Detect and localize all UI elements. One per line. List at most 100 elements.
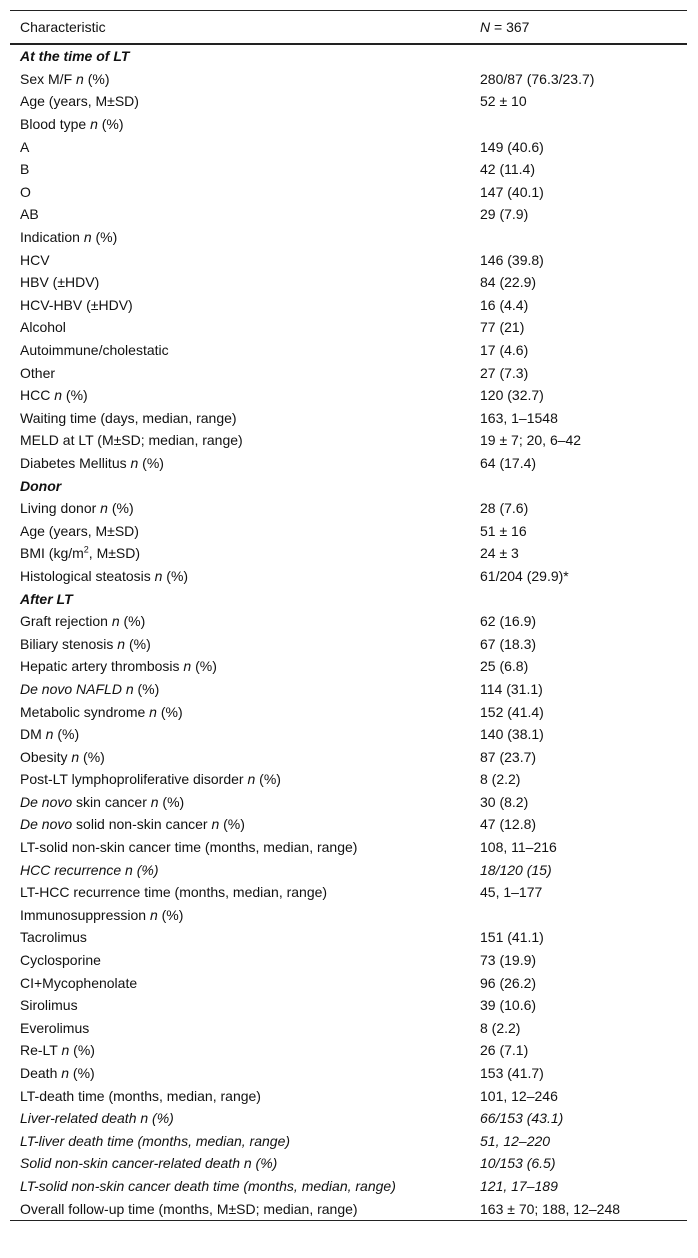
text-segment: 45, 1–177 bbox=[480, 884, 543, 901]
text-segment: CI+Mycophenolate bbox=[20, 974, 138, 991]
text-segment: Autoimmune/cholestatic bbox=[20, 342, 169, 359]
text-segment: Liver-related death n (%) bbox=[20, 1110, 174, 1127]
row-label: LT-liver death time (months, median, ran… bbox=[10, 1133, 480, 1149]
table-row: Blood type n (%) bbox=[10, 113, 687, 136]
row-value: 61/204 (29.9)* bbox=[480, 568, 687, 584]
row-label: Everolimus bbox=[10, 1020, 480, 1036]
text-segment: (%) bbox=[119, 613, 146, 630]
table-body: At the time of LT Sex M/F n (%) 280/87 (76… bbox=[10, 45, 687, 1220]
row-value: 16 (4.4) bbox=[480, 297, 687, 313]
row-label: De novo solid non-skin cancer n (%) bbox=[10, 816, 480, 832]
text-segment: Tacrolimus bbox=[20, 929, 87, 946]
text-segment: Immunosuppression bbox=[20, 906, 150, 923]
text-segment: AB bbox=[20, 206, 39, 223]
table-row: CI+Mycophenolate 96 (26.2) bbox=[10, 971, 687, 994]
text-segment: 47 (12.8) bbox=[480, 816, 537, 833]
table-row: Metabolic syndrome n (%) 152 (41.4) bbox=[10, 700, 687, 723]
text-segment: 121, 17–189 bbox=[480, 1177, 558, 1194]
text-segment: n bbox=[111, 613, 120, 630]
row-label: Histological steatosis n (%) bbox=[10, 568, 480, 584]
row-value: 42 (11.4) bbox=[480, 161, 687, 177]
text-segment: n bbox=[76, 70, 84, 87]
text-segment: 147 (40.1) bbox=[480, 183, 544, 200]
text-segment: O bbox=[20, 183, 31, 200]
row-value: 8 (2.2) bbox=[480, 1020, 687, 1036]
row-label: B bbox=[10, 161, 480, 177]
row-label: LT-solid non-skin cancer death time (mon… bbox=[10, 1178, 480, 1194]
row-value: 84 (22.9) bbox=[480, 274, 687, 290]
row-label: HCC recurrence n (%) bbox=[10, 862, 480, 878]
row-value: 67 (18.3) bbox=[480, 636, 687, 652]
text-segment: Age (years, M±SD) bbox=[20, 522, 139, 539]
text-segment: B bbox=[20, 161, 30, 178]
text-segment: 18/120 (15) bbox=[480, 861, 552, 878]
text-segment: (%) bbox=[157, 906, 184, 923]
row-value: 66/153 (43.1) bbox=[480, 1110, 687, 1126]
text-segment: 30 (8.2) bbox=[480, 793, 529, 810]
text-segment: n bbox=[100, 500, 108, 517]
table-header: Characteristic N = 367 bbox=[10, 11, 687, 45]
text-segment: 61/204 (29.9)* bbox=[480, 567, 569, 584]
row-value: 18/120 (15) bbox=[480, 862, 687, 878]
text-segment: 73 (19.9) bbox=[480, 952, 537, 969]
row-label: LT-solid non-skin cancer time (months, m… bbox=[10, 839, 480, 855]
text-segment: (%) bbox=[69, 1042, 95, 1059]
text-segment: DM bbox=[20, 726, 46, 743]
table-row: B 42 (11.4) bbox=[10, 158, 687, 181]
text-segment: (%) bbox=[255, 771, 281, 788]
row-label: Graft rejection n (%) bbox=[10, 613, 480, 629]
text-segment: 280/87 (76.3/23.7) bbox=[480, 70, 595, 87]
table-row: BMI (kg/m2, M±SD) 24 ± 3 bbox=[10, 542, 687, 565]
row-value: 77 (21) bbox=[480, 319, 687, 335]
table-row: Sex M/F n (%) 280/87 (76.3/23.7) bbox=[10, 68, 687, 91]
row-label: HCC n (%) bbox=[10, 387, 480, 403]
row-label: Age (years, M±SD) bbox=[10, 93, 480, 109]
table-row: Autoimmune/cholestatic 17 (4.6) bbox=[10, 339, 687, 362]
row-label: Living donor n (%) bbox=[10, 500, 480, 516]
text-segment: MELD at LT (M±SD; median, range) bbox=[20, 432, 243, 449]
text-segment: n bbox=[61, 1042, 70, 1059]
text-segment: Cyclosporine bbox=[20, 952, 101, 969]
text-segment: (%) bbox=[91, 229, 118, 246]
row-value: 29 (7.9) bbox=[480, 206, 687, 222]
row-label: Solid non-skin cancer-related death n (%… bbox=[10, 1155, 480, 1171]
table-row: A 149 (40.6) bbox=[10, 135, 687, 158]
row-label: De novo NAFLD n (%) bbox=[10, 681, 480, 697]
text-segment: Indication bbox=[20, 229, 84, 246]
text-segment: Donor bbox=[20, 477, 62, 494]
row-value: 96 (26.2) bbox=[480, 975, 687, 991]
text-segment: 108, 11–216 bbox=[480, 839, 557, 856]
text-segment: HCC bbox=[20, 387, 55, 404]
row-value: 73 (19.9) bbox=[480, 952, 687, 968]
row-label: Metabolic syndrome n (%) bbox=[10, 704, 480, 720]
table-row: Everolimus 8 (2.2) bbox=[10, 1017, 687, 1040]
text-segment: n bbox=[83, 229, 92, 246]
row-label: Other bbox=[10, 365, 480, 381]
text-segment: Overall follow-up time (months, M±SD; me… bbox=[20, 1200, 358, 1217]
table-row: LT-solid non-skin cancer time (months, m… bbox=[10, 836, 687, 859]
text-segment: 62 (16.9) bbox=[480, 613, 537, 630]
row-value: 120 (32.7) bbox=[480, 387, 687, 403]
table-row: De novo NAFLD n (%) 114 (31.1) bbox=[10, 678, 687, 701]
header-n: N = 367 bbox=[480, 19, 687, 35]
row-label: DM n (%) bbox=[10, 726, 480, 742]
table-row: AB 29 (7.9) bbox=[10, 203, 687, 226]
text-segment: Death bbox=[20, 1065, 62, 1082]
text-segment: (%) bbox=[62, 387, 88, 404]
row-label: Obesity n (%) bbox=[10, 749, 480, 765]
text-segment: N bbox=[480, 19, 491, 35]
text-segment: n bbox=[154, 567, 163, 584]
text-segment: Histological steatosis bbox=[20, 567, 155, 584]
text-segment: 17 (4.6) bbox=[480, 342, 529, 359]
table-row: Liver-related death n (%) 66/153 (43.1) bbox=[10, 1107, 687, 1130]
row-value: 52 ± 10 bbox=[480, 93, 687, 109]
table-row: Waiting time (days, median, range) 163, 1… bbox=[10, 407, 687, 430]
row-label: LT-death time (months, median, range) bbox=[10, 1088, 480, 1104]
section-header-row: At the time of LT bbox=[10, 45, 687, 68]
text-segment: 120 (32.7) bbox=[480, 387, 544, 404]
text-segment: Blood type bbox=[20, 116, 91, 133]
table-row: LT-HCC recurrence time (months, median, … bbox=[10, 881, 687, 904]
text-segment: LT-solid non-skin cancer death time (mon… bbox=[20, 1177, 396, 1194]
text-segment: HCV-HBV (±HDV) bbox=[20, 296, 133, 313]
text-segment: De novo bbox=[20, 793, 73, 810]
